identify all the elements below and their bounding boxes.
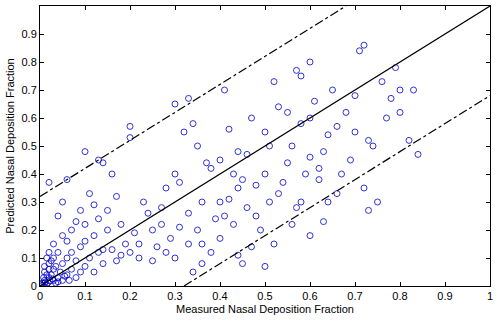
svg-text:0.1: 0.1 [22, 252, 37, 264]
svg-text:1: 1 [487, 290, 493, 302]
svg-text:0.8: 0.8 [22, 56, 37, 68]
svg-text:0.6: 0.6 [302, 290, 317, 302]
svg-text:0.5: 0.5 [22, 140, 37, 152]
svg-text:0.9: 0.9 [22, 28, 37, 40]
svg-text:0.2: 0.2 [22, 224, 37, 236]
svg-text:0.3: 0.3 [22, 196, 37, 208]
svg-text:0.5: 0.5 [257, 290, 272, 302]
svg-text:0.8: 0.8 [392, 290, 407, 302]
svg-text:0: 0 [37, 290, 43, 302]
svg-text:0.4: 0.4 [212, 290, 227, 302]
svg-text:0.1: 0.1 [77, 290, 92, 302]
svg-text:0.7: 0.7 [347, 290, 362, 302]
svg-text:0: 0 [31, 280, 37, 292]
svg-text:0.9: 0.9 [437, 290, 452, 302]
svg-text:0.6: 0.6 [22, 112, 37, 124]
svg-text:0.3: 0.3 [167, 290, 182, 302]
svg-text:Measured Nasal Deposition Frac: Measured Nasal Deposition Fraction [176, 303, 354, 315]
svg-text:0.7: 0.7 [22, 84, 37, 96]
svg-text:Predicted Nasal Deposition Fra: Predicted Nasal Deposition Fraction [4, 58, 16, 233]
svg-text:0.4: 0.4 [22, 168, 37, 180]
svg-text:0.2: 0.2 [122, 290, 137, 302]
